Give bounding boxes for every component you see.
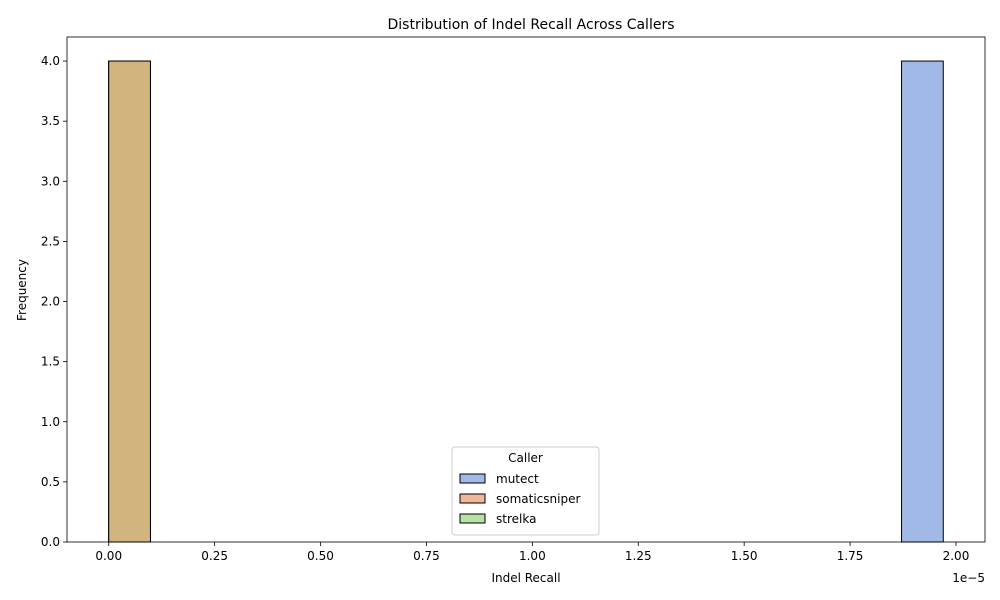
legend-swatch xyxy=(459,473,486,484)
y-tick-label: 0.5 xyxy=(41,475,60,489)
axes-frame xyxy=(66,36,986,543)
legend-swatch xyxy=(459,493,486,504)
legend-label: somaticsniper xyxy=(496,492,580,506)
legend-items: mutect somaticsniper strelka xyxy=(459,472,580,526)
x-tick-label: 1.75 xyxy=(837,549,864,563)
x-tick-label: 0.25 xyxy=(201,549,228,563)
x-tick-label: 0.75 xyxy=(413,549,440,563)
legend: Caller mutect somaticsniper strelka xyxy=(451,446,600,536)
y-tick-label: 2.5 xyxy=(41,234,60,248)
x-tick-label: 2.00 xyxy=(943,549,970,563)
axes: 0.00 0.25 0.50 0.75 1.00 1.25 1.50 1.75 2.00 0.0 0… xyxy=(41,36,986,563)
x-axis-offset-text: 1e−5 xyxy=(952,571,985,585)
y-tick-label: 3.5 xyxy=(41,114,60,128)
legend-label: mutect xyxy=(496,472,539,486)
y-tick-label: 3.0 xyxy=(41,174,60,188)
plot-area xyxy=(108,60,944,543)
legend-swatch xyxy=(459,513,486,524)
histogram-bar xyxy=(901,60,944,543)
y-tick-label: 2.0 xyxy=(41,295,60,309)
histogram-bar-overlap xyxy=(108,60,151,543)
y-tick-label: 0.0 xyxy=(41,535,60,549)
x-tick-label: 1.00 xyxy=(519,549,546,563)
legend-label: strelka xyxy=(496,512,536,526)
legend-frame xyxy=(451,446,600,536)
series-mutect xyxy=(901,60,944,543)
y-axis-label: Frequency xyxy=(15,259,29,321)
x-tick-label: 1.25 xyxy=(625,549,652,563)
y-tick-label: 1.0 xyxy=(41,415,60,429)
y-tick-label: 1.5 xyxy=(41,355,60,369)
chart-title: Distribution of Indel Recall Across Call… xyxy=(387,17,674,33)
x-axis-label: Indel Recall xyxy=(491,571,560,585)
x-tick-label: 0.00 xyxy=(95,549,122,563)
legend-title: Caller xyxy=(508,451,543,465)
overlap-bars xyxy=(108,60,151,543)
x-tick-label: 0.50 xyxy=(307,549,334,563)
x-tick-label: 1.50 xyxy=(731,549,758,563)
y-tick-label: 4.0 xyxy=(41,54,60,68)
